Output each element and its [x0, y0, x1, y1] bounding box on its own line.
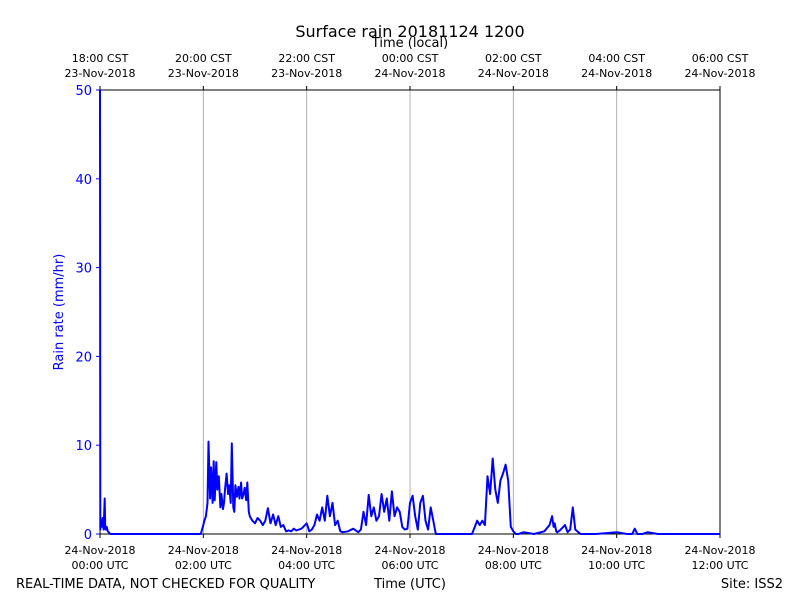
x-tick-label-date: 24-Nov-2018 [374, 544, 445, 557]
x-axis-local: 18:00 CST 23-Nov-2018 20:00 CST 23-Nov-2018… [64, 52, 756, 90]
x-tick-label-time: 00:00 UTC [71, 559, 128, 572]
x-tick-label-time: 06:00 UTC [381, 559, 438, 572]
x-tick-label-date: 24-Nov-2018 [581, 544, 652, 557]
footer-disclaimer: REAL-TIME DATA, NOT CHECKED FOR QUALITY [16, 577, 315, 592]
footer-site: Site: ISS2 [721, 577, 783, 592]
vertical-gridlines [202, 90, 618, 534]
top-axis-label: Time (local) [371, 36, 448, 51]
y-tick-label: 40 [75, 173, 92, 188]
top-tick-label-time: 02:00 CST [485, 52, 542, 65]
x-tick-label-time: 02:00 UTC [175, 559, 232, 572]
x-tick-label-time: 10:00 UTC [588, 559, 645, 572]
rain-rate-line [99, 89, 720, 535]
x-tick-label-date: 24-Nov-2018 [271, 544, 342, 557]
rain-rate-series [99, 89, 720, 535]
y-tick-label: 10 [75, 439, 92, 454]
top-tick-label-date: 23-Nov-2018 [64, 67, 135, 80]
y-tick-label: 30 [75, 262, 92, 277]
x-axis-utc: 24-Nov-2018 00:00 UTC 24-Nov-2018 02:00 UTC… [64, 534, 756, 572]
top-tick-label-time: 20:00 CST [175, 52, 232, 65]
y-tick-label: 50 [75, 84, 92, 99]
top-tick-label-time: 06:00 CST [692, 52, 749, 65]
top-tick-label-date: 24-Nov-2018 [374, 67, 445, 80]
x-tick-label-date: 24-Nov-2018 [168, 544, 239, 557]
top-tick-label-date: 24-Nov-2018 [684, 67, 755, 80]
top-tick-label-date: 23-Nov-2018 [168, 67, 239, 80]
x-tick-label-time: 04:00 UTC [278, 559, 335, 572]
top-tick-label-time: 04:00 CST [588, 52, 645, 65]
x-tick-label-time: 08:00 UTC [485, 559, 542, 572]
chart-title: Surface rain 20181124 1200 [295, 22, 524, 41]
top-tick-label-time: 18:00 CST [72, 52, 129, 65]
y-tick-label: 20 [75, 350, 92, 365]
x-tick-label-date: 24-Nov-2018 [684, 544, 755, 557]
y-axis: 0 10 20 30 40 50 [75, 84, 100, 543]
x-axis-label: Time (UTC) [373, 577, 446, 592]
x-tick-label-time: 12:00 UTC [691, 559, 748, 572]
y-axis-label: Rain rate (mm/hr) [52, 254, 67, 371]
y-tick-label: 0 [84, 528, 92, 543]
top-tick-label-date: 24-Nov-2018 [478, 67, 549, 80]
x-tick-label-date: 24-Nov-2018 [64, 544, 135, 557]
top-tick-label-date: 23-Nov-2018 [271, 67, 342, 80]
top-tick-label-date: 24-Nov-2018 [581, 67, 652, 80]
x-tick-label-date: 24-Nov-2018 [478, 544, 549, 557]
top-tick-label-time: 00:00 CST [382, 52, 439, 65]
top-tick-label-time: 22:00 CST [278, 52, 335, 65]
